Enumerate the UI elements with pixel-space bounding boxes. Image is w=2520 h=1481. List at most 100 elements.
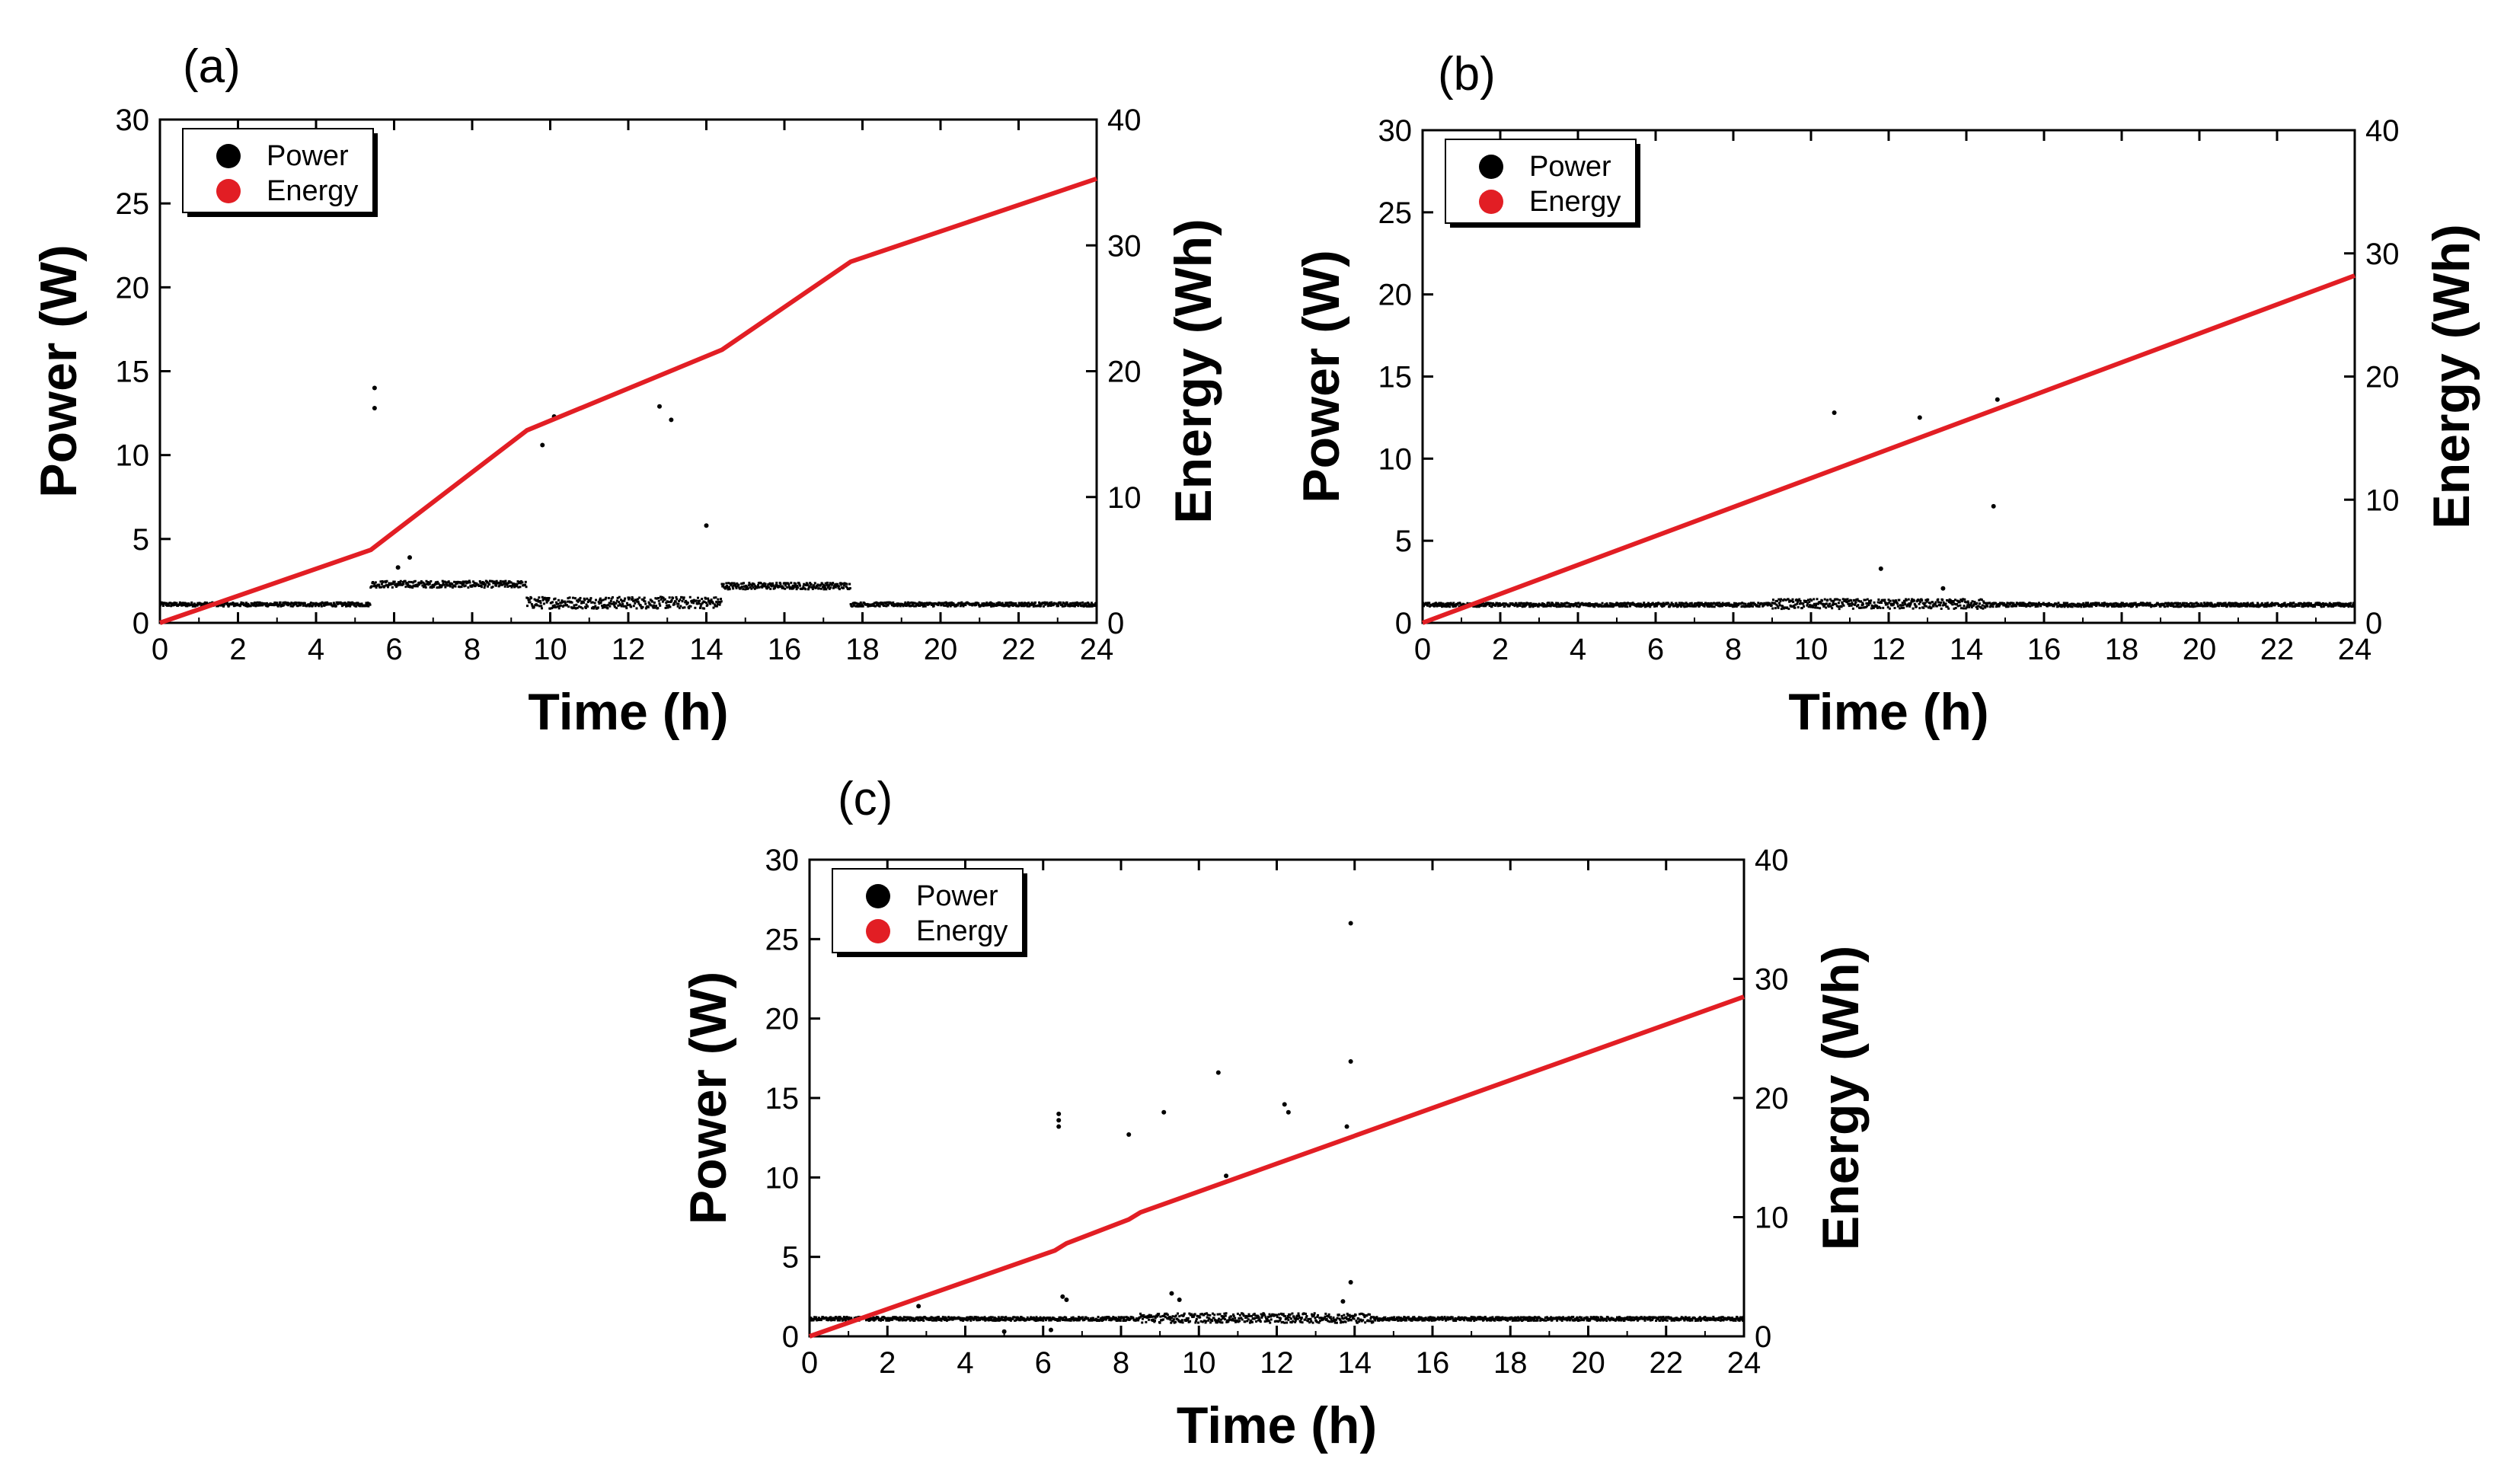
- power-point: [624, 605, 628, 608]
- y2-tick-label: 0: [1107, 607, 1124, 640]
- power-point: [1928, 605, 1931, 608]
- power-point: [2347, 605, 2350, 608]
- power-point: [822, 586, 825, 589]
- power-point: [2316, 602, 2319, 605]
- power-point: [1865, 602, 1868, 605]
- power-point: [770, 585, 773, 588]
- power-point: [1296, 1317, 1299, 1320]
- power-point: [781, 585, 784, 588]
- power-point: [2094, 602, 2097, 605]
- power-point: [1019, 1319, 1022, 1322]
- power-point: [845, 585, 848, 588]
- power-point: [1294, 1320, 1297, 1323]
- power-point: [1209, 1321, 1212, 1324]
- power-point: [977, 602, 980, 605]
- power-point: [1539, 1319, 1542, 1322]
- power-point: [701, 602, 704, 605]
- power-point: [1456, 603, 1459, 606]
- legend-marker-energy: [216, 179, 241, 203]
- power-point: [314, 605, 317, 608]
- power-point: [453, 580, 456, 583]
- power-point: [1522, 1319, 1525, 1322]
- power-point: [2170, 602, 2173, 605]
- power-point: [1413, 1317, 1417, 1320]
- y2-tick-label: 30: [1107, 229, 1142, 263]
- power-point: [410, 580, 413, 583]
- power-point: [554, 597, 557, 600]
- power-point: [521, 581, 524, 584]
- power-point: [674, 600, 677, 603]
- power-point: [589, 597, 592, 600]
- power-point: [1061, 605, 1064, 608]
- power-point: [801, 587, 804, 590]
- power-point: [1296, 1314, 1299, 1317]
- power-point: [1829, 605, 1832, 608]
- y-tick-label: 0: [782, 1320, 799, 1354]
- power-point: [700, 603, 703, 606]
- power-point: [566, 600, 569, 603]
- power-point: [426, 583, 429, 586]
- power-point: [1822, 602, 1825, 605]
- power-point: [737, 583, 740, 586]
- power-point: [2334, 604, 2337, 607]
- power-point: [802, 585, 805, 588]
- power-point: [1802, 602, 1805, 605]
- power-point: [1018, 1317, 1021, 1320]
- power-point: [2025, 605, 2028, 608]
- power-point: [617, 604, 620, 607]
- power-point: [1780, 608, 1783, 611]
- power-point: [1059, 601, 1062, 604]
- power-point: [2246, 602, 2249, 605]
- power-point: [673, 602, 676, 605]
- x-tick-label: 4: [957, 1346, 973, 1380]
- y2-tick-label: 10: [2365, 484, 2400, 517]
- power-point: [613, 604, 616, 607]
- power-point: [473, 581, 476, 584]
- power-point: [1194, 1321, 1197, 1324]
- power-point: [1042, 605, 1045, 608]
- power-point: [609, 602, 612, 605]
- power-point: [256, 601, 259, 604]
- power-point: [1349, 1316, 1352, 1319]
- power-point: [851, 605, 854, 608]
- power-point: [2308, 602, 2311, 605]
- power-point: [273, 604, 276, 607]
- power-point: [1697, 602, 1700, 605]
- power-point: [1506, 1318, 1509, 1321]
- power-point: [1324, 1312, 1327, 1315]
- power-point: [1040, 604, 1043, 607]
- power-point: [2159, 605, 2162, 608]
- power-point: [1149, 1314, 1152, 1317]
- power-point: [775, 584, 778, 587]
- power-point: [1026, 1316, 1029, 1319]
- power-point: [912, 1317, 915, 1320]
- power-point: [607, 604, 610, 607]
- power-point: [559, 604, 562, 607]
- power-point: [440, 586, 443, 589]
- power-point: [1328, 1320, 1331, 1323]
- power-point: [2281, 603, 2284, 606]
- power-point: [2336, 603, 2339, 606]
- power-point: [1840, 605, 1843, 608]
- power-point: [1488, 605, 1491, 608]
- power-point: [1286, 1315, 1289, 1318]
- power-point: [1263, 1320, 1266, 1323]
- power-point: [647, 605, 650, 608]
- power-outlier: [540, 442, 545, 448]
- power-point: [1618, 602, 1621, 605]
- power-point: [1939, 601, 1942, 604]
- power-point: [658, 602, 661, 605]
- power-point: [1148, 1318, 1151, 1321]
- power-point: [561, 599, 564, 602]
- power-point: [2235, 602, 2238, 605]
- power-point: [1250, 1320, 1254, 1323]
- power-point: [332, 605, 335, 608]
- power-point: [551, 605, 554, 608]
- power-point: [1530, 1317, 1533, 1320]
- power-point: [1097, 1316, 1100, 1319]
- power-point: [720, 600, 723, 603]
- power-point: [519, 586, 522, 589]
- power-point: [941, 1316, 944, 1319]
- power-point: [2291, 605, 2294, 608]
- power-point: [1939, 604, 1942, 607]
